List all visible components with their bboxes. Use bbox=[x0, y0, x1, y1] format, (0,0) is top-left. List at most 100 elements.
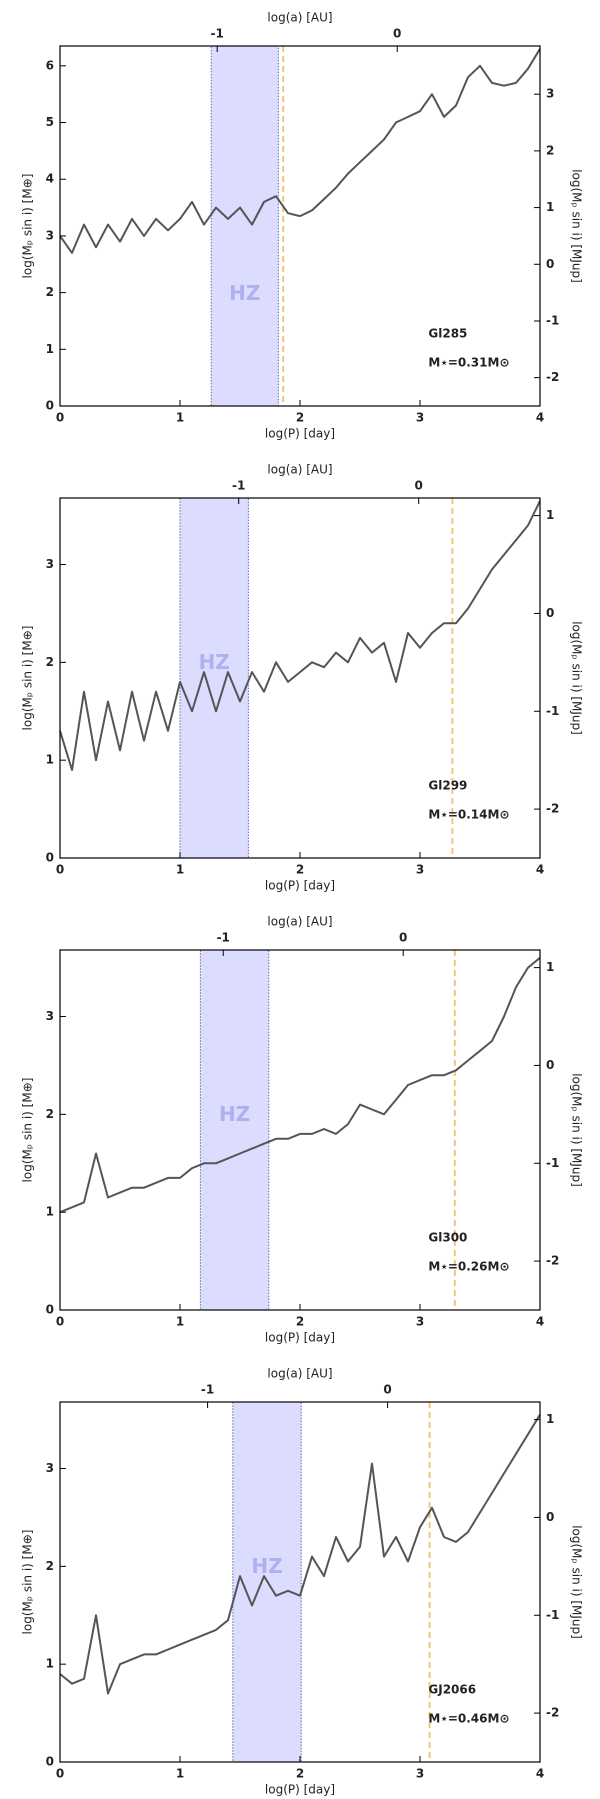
y-axis-label: log(Mₚ sin i) [M⊕] bbox=[21, 174, 35, 279]
y-axis-label: log(Mₚ sin i) [M⊕] bbox=[21, 1530, 35, 1635]
y2-tick-label: 1 bbox=[546, 508, 554, 522]
x-tick-label: 0 bbox=[56, 411, 64, 425]
x-tick-label: 3 bbox=[416, 863, 424, 877]
x-axis-label: log(P) [day] bbox=[265, 1783, 335, 1797]
y-tick-label: 5 bbox=[46, 115, 54, 129]
y-tick-label: 3 bbox=[46, 1461, 54, 1475]
x-tick-label: 1 bbox=[176, 1315, 184, 1329]
y2-tick-label: 1 bbox=[546, 1412, 554, 1426]
x-tick-label: 3 bbox=[416, 1315, 424, 1329]
y-axis-label: log(Mₚ sin i) [M⊕] bbox=[21, 1078, 35, 1183]
y2-tick-label: 0 bbox=[546, 606, 554, 620]
x2-tick-label: 0 bbox=[383, 1383, 391, 1397]
x-tick-label: 4 bbox=[536, 863, 544, 877]
y2-tick-label: 3 bbox=[546, 87, 554, 101]
x-axis-label: log(P) [day] bbox=[265, 1331, 335, 1345]
y2-tick-label: -2 bbox=[546, 802, 559, 816]
star-mass: M⋆=0.31M⊙ bbox=[428, 355, 509, 369]
hz-label: HZ bbox=[229, 281, 260, 305]
y2-tick-label: -1 bbox=[546, 1608, 559, 1622]
y-tick-label: 0 bbox=[46, 399, 54, 413]
star-name: Gl299 bbox=[428, 779, 467, 793]
y-tick-label: 1 bbox=[46, 753, 54, 767]
x-tick-label: 0 bbox=[56, 1315, 64, 1329]
y2-axis-label: log(Mₚ sin i) [MJup] bbox=[570, 1073, 584, 1187]
star-mass: M⋆=0.14M⊙ bbox=[428, 807, 509, 821]
hz-label: HZ bbox=[219, 1102, 250, 1126]
x2-axis-label: log(a) [AU] bbox=[267, 1367, 332, 1381]
y-tick-label: 1 bbox=[46, 342, 54, 356]
x-tick-label: 0 bbox=[56, 1767, 64, 1781]
x2-axis-label: log(a) [AU] bbox=[267, 915, 332, 929]
y-tick-label: 0 bbox=[46, 1303, 54, 1317]
mass-curve bbox=[59, 1414, 541, 1695]
y-tick-label: 2 bbox=[46, 1107, 54, 1121]
x2-tick-label: -1 bbox=[217, 931, 230, 945]
y2-axis-label: log(Mₚ sin i) [MJup] bbox=[570, 1525, 584, 1639]
plot-frame bbox=[59, 497, 541, 859]
x-tick-label: 3 bbox=[416, 411, 424, 425]
y-tick-label: 0 bbox=[46, 1755, 54, 1769]
x-tick-label: 2 bbox=[296, 863, 304, 877]
y-tick-label: 0 bbox=[46, 851, 54, 865]
x-tick-label: 2 bbox=[296, 411, 304, 425]
plot-frame bbox=[59, 949, 541, 1311]
mass-curve bbox=[59, 48, 541, 254]
x2-tick-label: 0 bbox=[393, 27, 401, 41]
y-tick-label: 2 bbox=[46, 655, 54, 669]
x-tick-label: 1 bbox=[176, 411, 184, 425]
y2-tick-label: 0 bbox=[546, 257, 554, 271]
x-tick-label: 2 bbox=[296, 1315, 304, 1329]
x-tick-label: 3 bbox=[416, 1767, 424, 1781]
x2-tick-label: -1 bbox=[232, 479, 245, 493]
x-tick-label: 4 bbox=[536, 1767, 544, 1781]
x-tick-label: 1 bbox=[176, 1767, 184, 1781]
hz-band bbox=[199, 949, 270, 1311]
x2-axis-label: log(a) [AU] bbox=[267, 463, 332, 477]
y2-tick-label: 1 bbox=[546, 960, 554, 974]
y2-axis-label: log(Mₚ sin i) [MJup] bbox=[570, 169, 584, 283]
x2-tick-label: 0 bbox=[415, 479, 423, 493]
x-tick-label: 1 bbox=[176, 863, 184, 877]
y2-tick-label: -2 bbox=[546, 1254, 559, 1268]
y-tick-label: 1 bbox=[46, 1205, 54, 1219]
hz-label: HZ bbox=[251, 1554, 282, 1578]
y-axis-label: log(Mₚ sin i) [M⊕] bbox=[21, 626, 35, 731]
plot-frame bbox=[59, 45, 541, 407]
y2-tick-label: -1 bbox=[546, 704, 559, 718]
y-tick-label: 3 bbox=[46, 557, 54, 571]
y2-tick-label: -2 bbox=[546, 1706, 559, 1720]
x-tick-label: 4 bbox=[536, 411, 544, 425]
star-name: GJ2066 bbox=[428, 1683, 476, 1697]
hz-band bbox=[179, 497, 249, 859]
y2-tick-label: 1 bbox=[546, 200, 554, 214]
y-tick-label: 1 bbox=[46, 1657, 54, 1671]
y2-tick-label: -1 bbox=[546, 1156, 559, 1170]
hz-band bbox=[210, 45, 279, 407]
y-tick-label: 3 bbox=[46, 1009, 54, 1023]
x-axis-label: log(P) [day] bbox=[265, 427, 335, 441]
y2-tick-label: 0 bbox=[546, 1058, 554, 1072]
x2-tick-label: -1 bbox=[211, 27, 224, 41]
x-tick-label: 2 bbox=[296, 1767, 304, 1781]
star-mass: M⋆=0.26M⊙ bbox=[428, 1259, 509, 1273]
x2-axis-label: log(a) [AU] bbox=[267, 11, 332, 25]
x-tick-label: 0 bbox=[56, 863, 64, 877]
y2-tick-label: -2 bbox=[546, 370, 559, 384]
y2-tick-label: 0 bbox=[546, 1510, 554, 1524]
y-tick-label: 3 bbox=[46, 228, 54, 242]
y2-axis-label: log(Mₚ sin i) [MJup] bbox=[570, 621, 584, 735]
star-name: Gl285 bbox=[428, 327, 467, 341]
star-mass: M⋆=0.46M⊙ bbox=[428, 1711, 509, 1725]
y-tick-label: 4 bbox=[46, 172, 54, 186]
y-tick-label: 2 bbox=[46, 285, 54, 299]
y2-tick-label: 2 bbox=[546, 143, 554, 157]
x2-tick-label: -1 bbox=[201, 1383, 214, 1397]
x-tick-label: 4 bbox=[536, 1315, 544, 1329]
hz-label: HZ bbox=[199, 650, 230, 674]
y2-tick-label: -1 bbox=[546, 313, 559, 327]
y-tick-label: 2 bbox=[46, 1559, 54, 1573]
x-axis-label: log(P) [day] bbox=[265, 879, 335, 893]
x2-tick-label: 0 bbox=[399, 931, 407, 945]
